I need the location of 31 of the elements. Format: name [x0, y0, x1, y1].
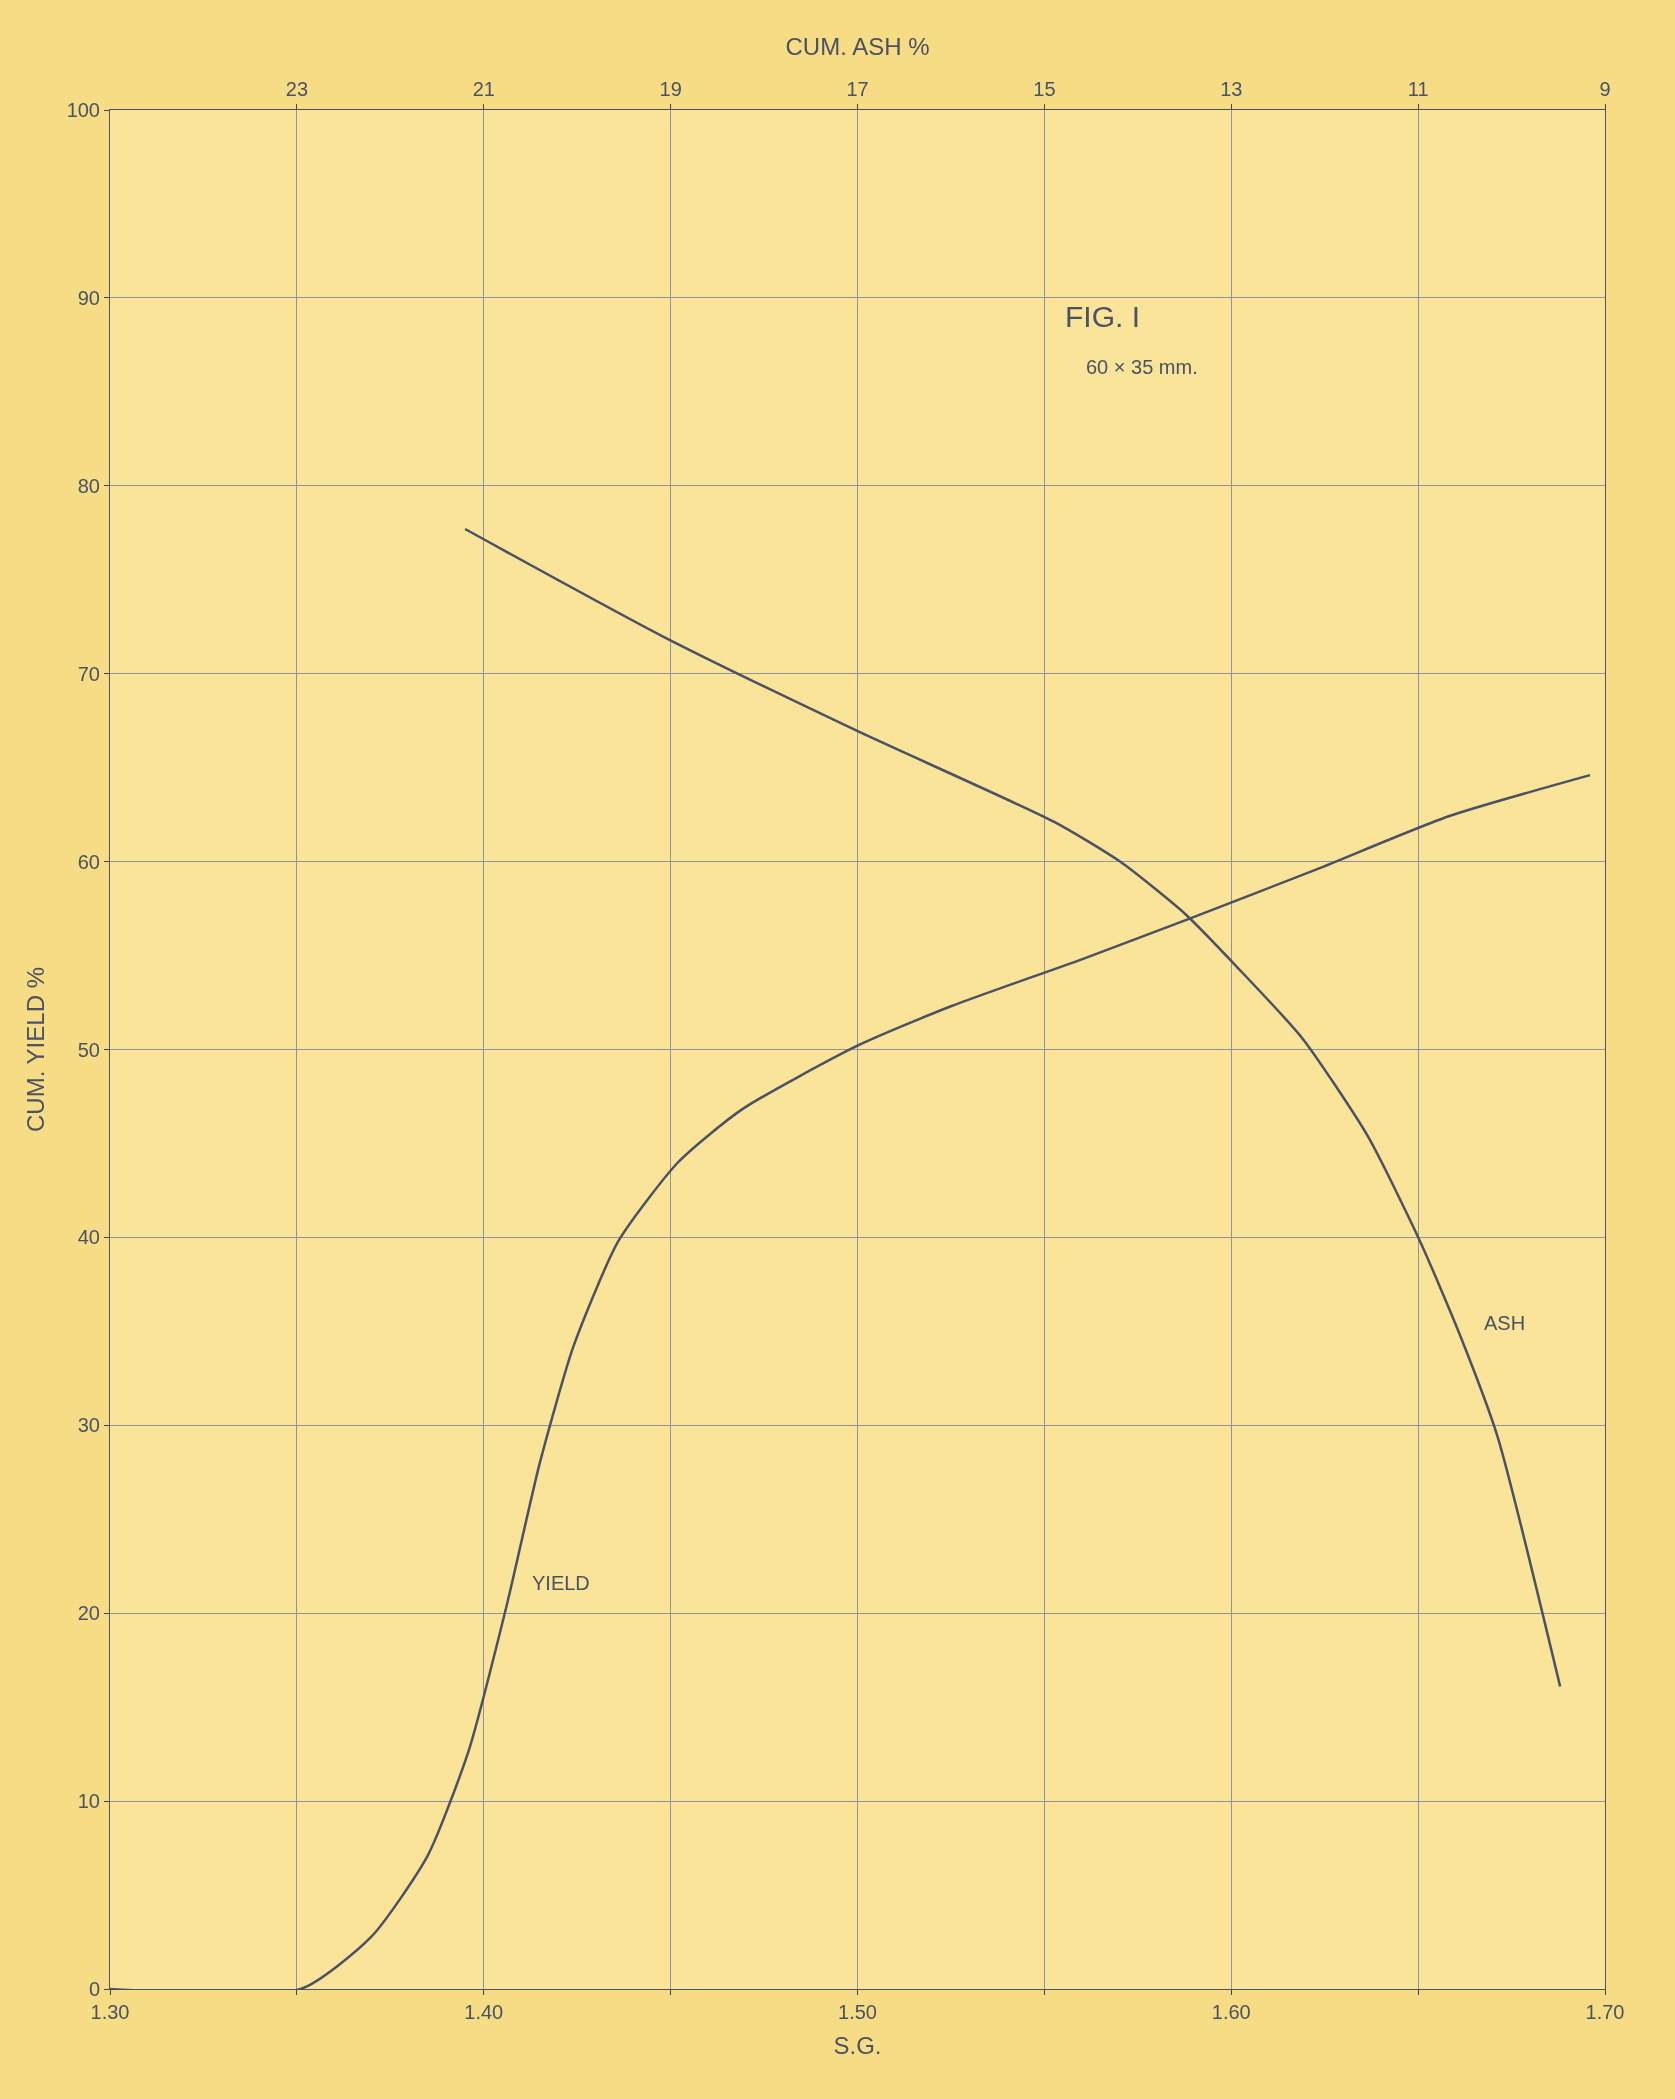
x2-tick-label: 11 [1407, 78, 1429, 100]
x2-axis-title: CUM. ASH % [785, 33, 930, 61]
y-tick-label: 60 [77, 850, 100, 873]
y-tick-label: 30 [77, 1414, 100, 1437]
text: FIG. I [1065, 300, 1140, 333]
x2-tick-label: 19 [659, 78, 682, 100]
x-tick-label: 1.60 [1211, 2001, 1251, 2023]
y-axis-title: CUM. YIELD % [21, 967, 49, 1132]
y-tick-label: 20 [77, 1602, 100, 1625]
x2-tick-label: 9 [1599, 78, 1611, 100]
y-tick-label: 10 [77, 1790, 100, 1813]
x-tick-label: 1.70 [1585, 2001, 1625, 2023]
y-tick-label: 90 [77, 286, 100, 309]
x2-tick-label: 21 [472, 78, 495, 100]
y-tick-label: 40 [77, 1226, 100, 1249]
y-tick-label: 100 [66, 99, 100, 121]
x2-tick-label: 17 [846, 78, 869, 100]
series-label: YIELD [532, 1572, 590, 1594]
y-tick-label: 70 [77, 662, 100, 685]
x-axis-title: S.G. [833, 2032, 882, 2060]
x-tick-label: 1.30 [90, 2001, 130, 2023]
y-tick-label: 50 [77, 1038, 100, 1061]
x2-tick-label: 23 [285, 78, 309, 100]
text: 60 × 35 mm. [1086, 356, 1198, 378]
x2-tick-label: 13 [1220, 78, 1243, 100]
series-label: ASH [1484, 1312, 1526, 1334]
x-tick-label: 1.50 [838, 2001, 877, 2023]
y-tick-label: 0 [88, 1978, 100, 2000]
x-tick-label: 1.40 [464, 2001, 504, 2023]
y-tick-label: 80 [77, 474, 100, 497]
x2-tick-label: 15 [1033, 78, 1056, 100]
